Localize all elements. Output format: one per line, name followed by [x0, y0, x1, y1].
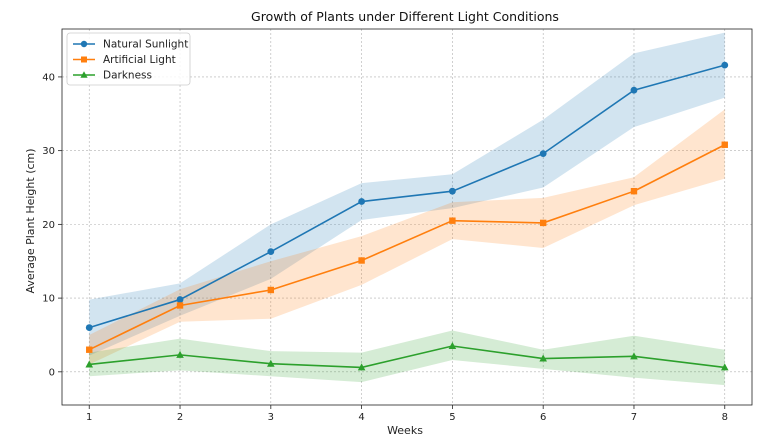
darkness-point [448, 342, 457, 350]
natural-sunlight-point [630, 86, 638, 94]
x-tick-label: 3 [268, 412, 274, 423]
artificial-light-point [721, 141, 728, 148]
plot-area-frame [61, 28, 753, 406]
series-lines [88, 64, 726, 369]
artificial-light-point [539, 219, 547, 227]
confidence-bands [89, 32, 725, 386]
darkness-point [630, 352, 638, 360]
x-tick-label: 6 [540, 412, 546, 423]
natural-sunlight-point [176, 296, 184, 303]
legend-label-natural-sunlight: Natural Sunlight [103, 39, 188, 51]
y-tick-label: 20 [42, 220, 55, 231]
darkness-band [89, 330, 725, 386]
y-axis-label: Average Plant Height (cm) [24, 148, 37, 293]
artificial-light-band [89, 109, 725, 365]
darkness-point [357, 363, 366, 371]
grid [62, 29, 752, 405]
y-tick-label: 30 [42, 146, 55, 157]
x-tick-label: 8 [722, 412, 728, 423]
darkness-point [267, 359, 275, 367]
legend-label-darkness: Darkness [103, 70, 152, 82]
natural-sunlight-point [721, 61, 729, 69]
legend-marker-natural-sunlight [80, 40, 88, 48]
x-tick-label: 2 [177, 412, 183, 423]
legend-marker-artificial-light [81, 56, 87, 63]
natural-sunlight-point [539, 150, 547, 157]
artificial-light-point [176, 302, 184, 309]
artificial-light-point [358, 257, 365, 264]
artificial-light-point [449, 217, 456, 224]
artificial-light-point [86, 346, 93, 353]
legend-label-artificial-light: Artificial Light [103, 54, 176, 66]
darkness-point [720, 363, 729, 371]
natural-sunlight-point [267, 248, 275, 256]
chart-title: Growth of Plants under Different Light C… [251, 9, 559, 24]
natural-sunlight-point [358, 198, 366, 205]
natural-sunlight-line [89, 64, 725, 329]
y-tick-label: 0 [49, 367, 55, 378]
series-markers [85, 61, 729, 371]
darkness-line [89, 345, 725, 369]
y-axis-ticks: 0 10 20 30 40 [42, 72, 62, 378]
legend-marker-darkness [80, 71, 88, 78]
x-tick-label: 1 [86, 412, 92, 423]
natural-sunlight-point [448, 187, 456, 195]
darkness-point [539, 354, 547, 362]
x-axis-ticks: 1 2 3 4 5 6 7 8 [86, 405, 728, 423]
natural-sunlight-point [85, 324, 93, 331]
x-tick-label: 4 [358, 412, 364, 423]
artificial-light-point [267, 286, 275, 294]
artificial-light-line [88, 144, 726, 351]
x-tick-label: 7 [631, 412, 637, 423]
x-axis-label: Weeks [387, 424, 423, 437]
darkness-point [176, 350, 184, 358]
y-tick-label: 40 [42, 72, 55, 83]
y-tick-label: 10 [42, 294, 55, 305]
legend-box [66, 32, 191, 86]
x-tick-label: 5 [449, 412, 455, 423]
artificial-light-point [630, 187, 638, 195]
natural-sunlight-band [89, 32, 725, 356]
legend: Natural Sunlight Artificial Light Darkness [66, 32, 191, 86]
darkness-point [85, 360, 94, 368]
